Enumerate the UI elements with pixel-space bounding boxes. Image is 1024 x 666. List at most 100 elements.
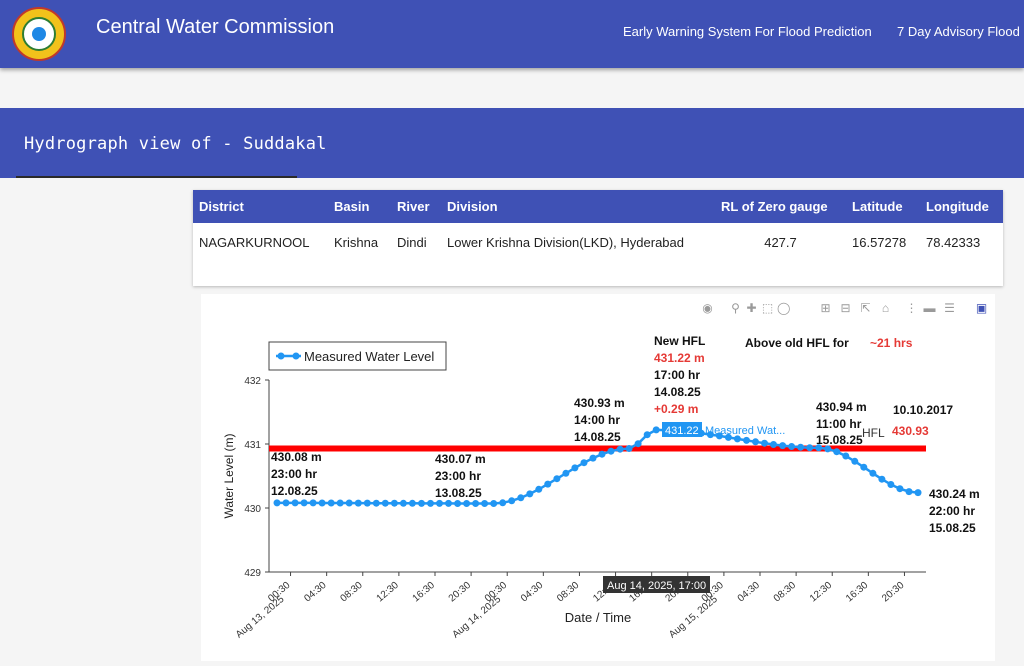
annotation-5-level: 430.94 m — [816, 400, 867, 414]
data-point[interactable] — [806, 444, 814, 452]
box-select-icon[interactable]: ⬚ — [761, 301, 774, 315]
data-point[interactable] — [851, 457, 859, 465]
x-tick-label: 08:30 — [338, 580, 365, 605]
data-point[interactable] — [625, 445, 633, 452]
station-info-table: District Basin River Division RL of Zero… — [193, 190, 1003, 261]
data-point[interactable] — [589, 454, 597, 462]
data-point[interactable] — [309, 499, 317, 507]
data-point[interactable] — [779, 442, 787, 450]
data-point[interactable] — [887, 481, 895, 488]
data-point[interactable] — [878, 475, 886, 483]
app-title[interactable]: Central Water Commission — [96, 16, 335, 38]
nav-7-day-advisory-link[interactable]: 7 Day Advisory Flood — [897, 24, 1020, 39]
data-point[interactable] — [562, 469, 570, 477]
data-point[interactable] — [706, 431, 714, 439]
data-point[interactable] — [535, 485, 543, 493]
data-point[interactable] — [436, 499, 443, 507]
data-point[interactable] — [743, 436, 750, 444]
annotation-3-date: 14.08.25 — [574, 430, 621, 444]
data-point[interactable] — [752, 438, 759, 446]
data-point[interactable] — [905, 488, 913, 496]
hover-compare-icon[interactable]: ☰ — [944, 301, 955, 315]
hover-closest-icon[interactable]: ▬ — [923, 301, 936, 315]
data-point[interactable] — [508, 497, 516, 505]
data-point[interactable] — [860, 463, 868, 471]
x-date-label: Aug 15, 2025 — [667, 594, 720, 641]
data-point[interactable] — [372, 499, 380, 507]
data-point[interactable] — [273, 499, 281, 507]
data-point[interactable] — [390, 499, 398, 507]
data-point[interactable] — [445, 499, 452, 507]
data-point[interactable] — [616, 445, 624, 453]
camera-icon[interactable]: ◉ — [702, 301, 713, 315]
data-point[interactable] — [418, 499, 425, 507]
chart-legend[interactable]: Measured Water Level — [268, 341, 447, 371]
data-point[interactable] — [354, 499, 362, 507]
data-point[interactable] — [454, 500, 462, 507]
annotation-new-hfl-level: 431.22 m — [654, 351, 705, 365]
autoscale-icon[interactable]: ⇱ — [860, 301, 871, 315]
data-point[interactable] — [788, 443, 796, 450]
data-point[interactable] — [282, 499, 290, 507]
data-point[interactable] — [336, 499, 344, 507]
data-point[interactable] — [652, 426, 660, 434]
data-point[interactable] — [318, 499, 326, 507]
zoom-out-icon[interactable]: ⊟ — [840, 301, 851, 315]
data-point[interactable] — [300, 499, 308, 507]
x-tick-label: 16:30 — [411, 580, 438, 605]
data-point[interactable] — [399, 499, 407, 507]
data-point[interactable] — [761, 439, 768, 447]
cwc-logo[interactable] — [12, 7, 66, 61]
data-point[interactable] — [896, 485, 904, 493]
data-point[interactable] — [363, 499, 371, 507]
zoom-icon[interactable]: ⚲ — [731, 301, 740, 315]
data-point[interactable] — [481, 500, 489, 507]
header-longitude: Longitude — [920, 190, 1003, 223]
annotation-1-level: 430.08 m — [271, 450, 322, 464]
data-point[interactable] — [643, 431, 651, 439]
data-point[interactable] — [571, 464, 579, 472]
data-point[interactable] — [327, 499, 335, 507]
zoom-in-icon[interactable]: ⊞ — [820, 301, 831, 315]
data-point[interactable] — [345, 499, 353, 507]
data-point[interactable] — [833, 448, 841, 456]
data-point[interactable] — [381, 499, 389, 507]
pan-icon[interactable]: ✚ — [746, 301, 757, 315]
data-point[interactable] — [598, 450, 606, 458]
data-point[interactable] — [427, 499, 434, 507]
x-tick-label: 12:30 — [375, 580, 402, 605]
data-point[interactable] — [291, 499, 299, 507]
data-point[interactable] — [733, 435, 741, 443]
spike-lines-icon[interactable]: ⋮ — [905, 301, 918, 315]
x-tick-label: 16:30 — [844, 580, 871, 605]
data-point[interactable] — [553, 475, 561, 483]
data-point[interactable] — [463, 500, 471, 507]
data-point[interactable] — [815, 444, 823, 452]
data-point[interactable] — [715, 432, 723, 440]
data-point[interactable] — [544, 480, 552, 488]
header-rl-zero-gauge: RL of Zero gauge — [715, 190, 846, 223]
data-point[interactable] — [797, 443, 805, 451]
data-point[interactable] — [824, 445, 832, 453]
data-point[interactable] — [607, 447, 615, 455]
lasso-icon[interactable]: ◯ — [777, 301, 791, 315]
y-axis-ticks: 429 430 431 432 — [244, 376, 269, 579]
data-point[interactable] — [408, 499, 416, 507]
data-point[interactable] — [499, 499, 507, 507]
data-point[interactable] — [634, 440, 642, 448]
data-point[interactable] — [526, 490, 534, 498]
data-point[interactable] — [770, 441, 777, 448]
data-point[interactable] — [869, 469, 877, 477]
data-point[interactable] — [472, 500, 480, 507]
annotation-1-date: 12.08.25 — [271, 484, 318, 498]
data-point[interactable] — [517, 494, 525, 502]
reset-axes-icon[interactable]: ⌂ — [881, 301, 890, 315]
nav-early-warning-link[interactable]: Early Warning System For Flood Predictio… — [623, 24, 872, 39]
data-point[interactable] — [724, 433, 732, 441]
data-point[interactable] — [842, 452, 850, 460]
data-point[interactable] — [490, 500, 498, 507]
plotly-logo-icon[interactable]: ▣ — [975, 301, 988, 315]
page-title: Hydrograph view of - Suddakal — [24, 134, 327, 154]
data-point[interactable] — [580, 459, 588, 467]
data-point[interactable] — [914, 489, 922, 497]
